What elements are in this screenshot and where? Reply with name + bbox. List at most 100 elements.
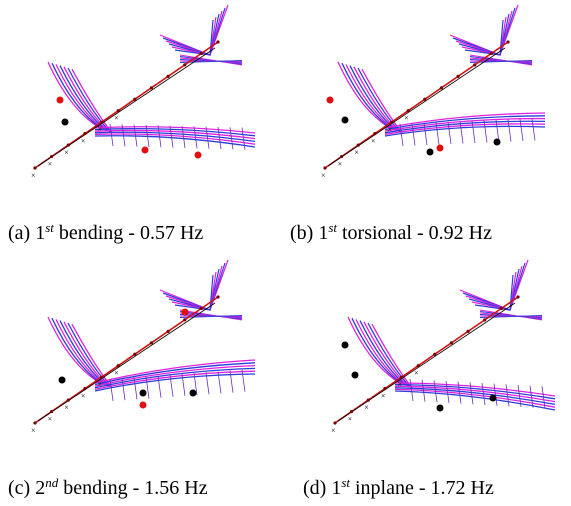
node — [373, 132, 376, 135]
node — [490, 52, 493, 55]
caption-label: (c) — [8, 477, 30, 499]
caption-suffix: st — [45, 220, 54, 235]
fuselage — [35, 42, 218, 168]
node — [333, 421, 336, 424]
node — [390, 121, 393, 124]
wing-rib — [530, 386, 533, 408]
node — [216, 40, 219, 43]
caption-suffix: st — [328, 220, 337, 235]
caption: (d) 1st inplane - 1.72 Hz — [303, 476, 494, 500]
marker: × — [398, 380, 403, 389]
marker: × — [48, 160, 53, 169]
node — [150, 341, 153, 344]
wing-rib — [484, 121, 487, 143]
node — [483, 318, 486, 321]
marker: × — [64, 403, 69, 412]
caption-ordinal: 1 — [331, 477, 341, 499]
marker: × — [48, 415, 53, 424]
sensor-red — [57, 97, 64, 104]
fuselage — [325, 42, 508, 168]
marker: × — [98, 125, 103, 134]
marker: × — [81, 392, 86, 401]
node — [166, 330, 169, 333]
sensor-black — [437, 405, 444, 412]
marker: × — [114, 114, 119, 123]
node — [67, 398, 70, 401]
wing-mesh — [350, 66, 396, 131]
node — [367, 398, 370, 401]
marker: × — [388, 125, 393, 134]
marker: × — [348, 415, 353, 424]
sensor-black — [342, 117, 349, 124]
node — [83, 387, 86, 390]
sensor-black — [342, 342, 349, 349]
node — [50, 155, 53, 158]
marker: × — [381, 392, 386, 401]
wing-rib — [134, 377, 137, 399]
marker: × — [338, 160, 343, 169]
caption: (c) 2nd bending - 1.56 Hz — [8, 476, 208, 500]
node — [117, 364, 120, 367]
marker: × — [64, 148, 69, 157]
wing-rib — [520, 119, 523, 141]
node — [456, 75, 459, 78]
sensor-black — [62, 119, 69, 126]
node — [166, 75, 169, 78]
node — [33, 166, 36, 169]
node — [117, 109, 120, 112]
node — [100, 121, 103, 124]
caption-suffix: nd — [45, 475, 58, 490]
node — [400, 376, 403, 379]
node — [516, 295, 519, 298]
node — [466, 330, 469, 333]
sensor-red — [140, 402, 147, 409]
node — [33, 421, 36, 424]
caption-text: inplane - 1.72 Hz — [355, 477, 494, 499]
caption-label: (b) — [290, 222, 313, 244]
sensor-red — [327, 97, 334, 104]
fuselage — [35, 297, 218, 423]
wing-rib — [506, 384, 509, 406]
node — [200, 52, 203, 55]
node — [200, 307, 203, 310]
sensor-black — [59, 377, 66, 384]
wing-rib — [460, 122, 463, 144]
wing-rib — [448, 122, 451, 144]
node — [183, 63, 186, 66]
wing-rib — [206, 127, 209, 149]
node — [350, 410, 353, 413]
node — [83, 132, 86, 135]
sensor-black — [427, 149, 434, 156]
sensor-black — [190, 390, 197, 397]
node — [473, 63, 476, 66]
node — [450, 341, 453, 344]
node — [323, 166, 326, 169]
sensor-black — [140, 390, 147, 397]
sensor-black — [352, 372, 359, 379]
caption-text: bending - 0.57 Hz — [59, 222, 203, 244]
marker: × — [404, 114, 409, 123]
marker: × — [371, 137, 376, 146]
node — [150, 86, 153, 89]
caption-suffix: st — [341, 475, 350, 490]
node — [433, 353, 436, 356]
marker: × — [321, 171, 326, 180]
sensor-black — [490, 395, 497, 402]
node — [133, 98, 136, 101]
caption-ordinal: 2 — [35, 477, 45, 499]
marker: × — [364, 403, 369, 412]
wing-rib — [472, 121, 475, 143]
marker: × — [31, 426, 36, 435]
node — [100, 376, 103, 379]
caption-text: torsional - 0.92 Hz — [342, 222, 492, 244]
node — [383, 387, 386, 390]
node — [216, 295, 219, 298]
node — [423, 98, 426, 101]
node — [133, 353, 136, 356]
sensor-red — [182, 309, 189, 316]
fuselage — [335, 297, 518, 423]
node — [357, 143, 360, 146]
caption: (a) 1st bending - 0.57 Hz — [8, 221, 203, 245]
node — [67, 143, 70, 146]
caption-ordinal: 1 — [318, 222, 328, 244]
